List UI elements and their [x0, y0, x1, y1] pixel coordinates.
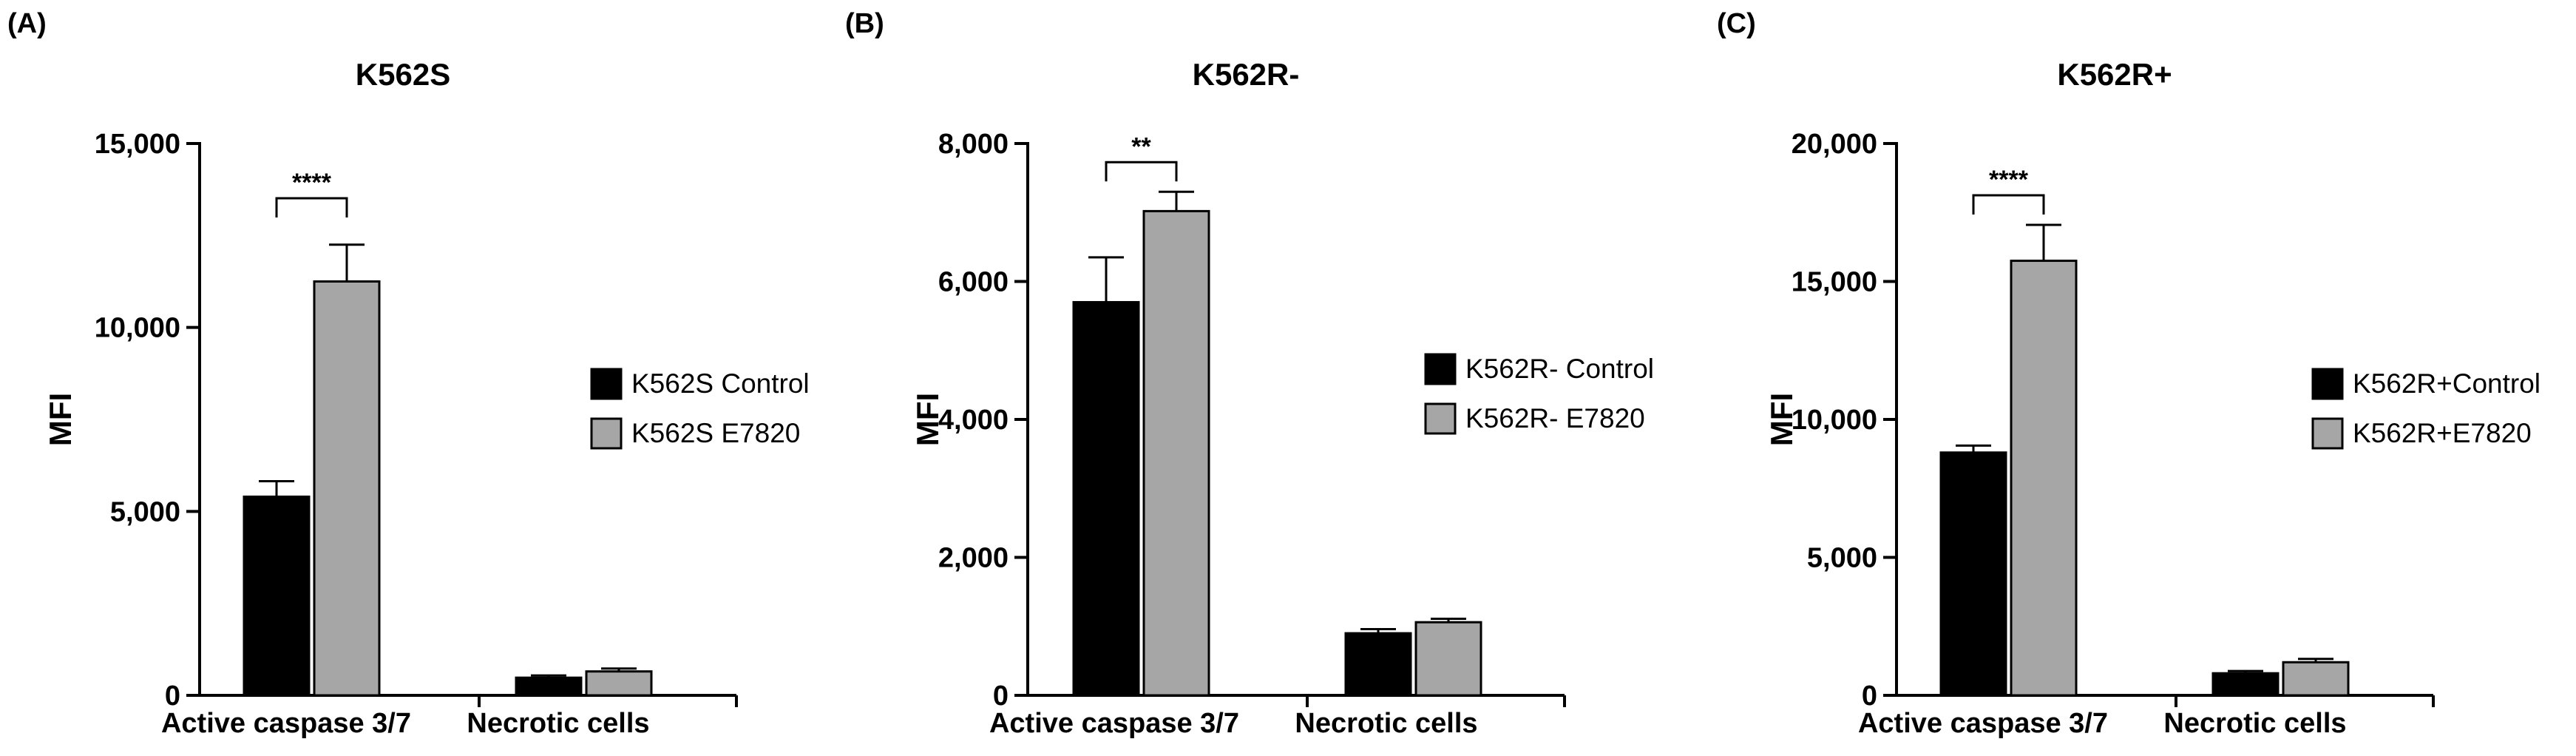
legend-swatch: [1424, 353, 1457, 385]
legend-label: K562R+Control: [2353, 368, 2541, 399]
panel-label: (A): [7, 8, 47, 39]
bar-treated: [1142, 209, 1210, 697]
y-tick-label: 8,000: [938, 129, 1009, 160]
y-tick-label: 20,000: [1792, 129, 1877, 160]
legend-label: K562S E7820: [631, 418, 800, 448]
significance-label: ****: [292, 169, 332, 197]
legend: K562S Control K562S E7820: [590, 368, 810, 450]
legend-swatch: [590, 417, 623, 450]
chart-panel-1: (A) K562S MFI 0 5,000 10,000 15,000 Active casp…: [7, 8, 810, 739]
chart-title: K562S: [356, 57, 450, 92]
legend-swatch: [2311, 368, 2344, 400]
bar-treated: [2010, 260, 2078, 697]
y-axis-label: MFI: [910, 393, 945, 446]
y-tick-label: 5,000: [1807, 543, 1877, 574]
legend-label: K562S Control: [631, 368, 810, 399]
legend-swatch: [2311, 417, 2344, 450]
significance-bracket: [1972, 194, 2045, 215]
y-axis-label: MFI: [43, 393, 78, 446]
legend: K562R- Control K562R- E7820: [1424, 353, 1654, 435]
y-tick-label: 0: [165, 681, 180, 712]
bar-treated: [585, 670, 653, 697]
legend-label: K562R+E7820: [2353, 418, 2532, 448]
legend-swatch: [1424, 402, 1457, 435]
legend-swatch: [590, 368, 623, 400]
x-category-label: Necrotic cells: [467, 708, 649, 739]
x-category-label: Active caspase 3/7: [989, 708, 1239, 739]
chart-panel-3: (C) K562R+ MFI 0 5,000 10,000 15,000 20,000 Acti…: [1717, 8, 2541, 739]
y-tick-label: 6,000: [938, 267, 1009, 298]
legend-label: K562R- E7820: [1465, 403, 1645, 433]
y-axis-label: MFI: [1764, 393, 1799, 446]
significance-label: **: [1131, 132, 1151, 161]
x-category-label: Active caspase 3/7: [161, 708, 411, 739]
y-tick-label: 4,000: [938, 405, 1009, 436]
y-tick-label: 0: [993, 681, 1009, 712]
panel-label: (B): [845, 8, 884, 39]
y-tick-label: 10,000: [1792, 405, 1877, 436]
y-tick-label: 0: [1862, 681, 1877, 712]
significance-bracket: [1105, 161, 1178, 182]
significance-bracket: [275, 197, 348, 217]
y-tick-label: 10,000: [95, 313, 180, 344]
bar-control: [243, 495, 311, 697]
y-tick-label: 15,000: [1792, 267, 1877, 298]
chart-title: K562R+: [2057, 57, 2172, 92]
bar-control: [2211, 672, 2280, 697]
x-category-label: Necrotic cells: [2163, 708, 2346, 739]
bar-control: [515, 676, 583, 697]
panel-label: (C): [1717, 8, 1756, 39]
bar-control: [1344, 632, 1412, 697]
bar-treated: [1414, 621, 1482, 697]
bar-treated: [313, 280, 381, 697]
bar-control: [1939, 451, 2007, 697]
legend: K562R+Control K562R+E7820: [2311, 368, 2541, 450]
bar-treated: [2282, 661, 2350, 697]
x-category-label: Necrotic cells: [1295, 708, 1477, 739]
legend-label: K562R- Control: [1465, 354, 1654, 384]
chart-title: K562R-: [1193, 57, 1300, 92]
y-tick-label: 5,000: [110, 496, 180, 527]
bar-control: [1072, 300, 1140, 697]
y-tick-label: 2,000: [938, 543, 1009, 574]
x-category-label: Active caspase 3/7: [1858, 708, 2108, 739]
y-tick-label: 15,000: [95, 129, 180, 160]
chart-panel-2: (B) K562R- MFI 0 2,000 4,000 6,000 8,000 Active …: [845, 8, 1654, 739]
significance-label: ****: [1989, 166, 2029, 194]
